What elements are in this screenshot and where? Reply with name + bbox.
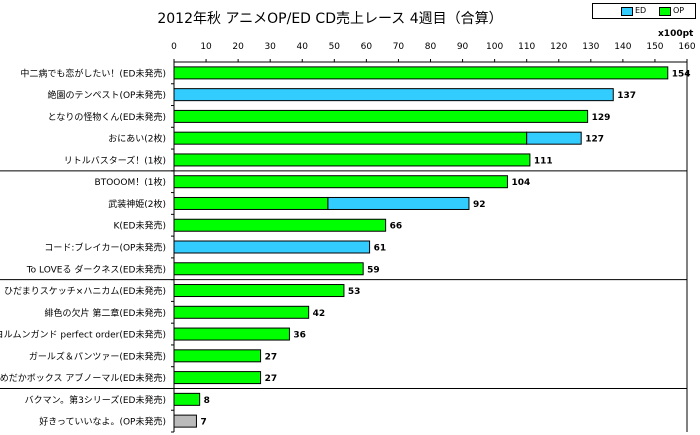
bar-ed xyxy=(173,88,614,102)
x-tick-label: 130 xyxy=(582,42,599,52)
bar-op xyxy=(173,153,531,167)
legend-swatch-ed xyxy=(621,7,633,16)
data-label: 111 xyxy=(534,156,553,166)
data-label: 129 xyxy=(592,113,611,123)
bar-op xyxy=(173,175,508,189)
category-label: ガールズ＆パンツァー(ED未発売) xyxy=(29,350,166,362)
data-label: 59 xyxy=(367,265,380,275)
x-tick-label: 0 xyxy=(171,42,177,52)
category-label: 絶園のテンペスト(OP未発売) xyxy=(47,89,166,101)
data-label: 127 xyxy=(585,135,604,145)
unit-label: x100pt xyxy=(658,29,694,39)
x-tick-label: 140 xyxy=(614,42,631,52)
x-tick-label: 20 xyxy=(232,42,244,52)
x-tick-label: 110 xyxy=(518,42,535,52)
bar-op xyxy=(173,284,345,298)
category-label: 武装神姫(2枚) xyxy=(108,198,166,210)
data-label: 92 xyxy=(473,200,486,210)
data-label: 53 xyxy=(348,287,361,297)
category-label: コード:ブレイカー(OP未発売) xyxy=(44,242,166,254)
data-label: 61 xyxy=(374,244,387,254)
data-label: 27 xyxy=(265,374,278,384)
bar-ed xyxy=(173,240,371,254)
category-label: リトルバスターズ！(1枚) xyxy=(64,154,166,166)
bar-op xyxy=(173,218,387,232)
x-tick-label: 30 xyxy=(264,42,276,52)
bar-op xyxy=(173,109,589,123)
category-label: ヨルムンガンド perfect order(ED未発売) xyxy=(0,329,166,341)
category-label: To LOVEる ダークネス(ED未発売) xyxy=(26,263,166,275)
x-tick-label: 40 xyxy=(297,42,309,52)
data-label: 154 xyxy=(672,69,691,79)
category-label: ひだまりスケッチ×ハニカム(ED未発売) xyxy=(4,285,166,297)
bar-ed xyxy=(526,131,582,145)
x-tick-label: 150 xyxy=(646,42,663,52)
bar-op xyxy=(173,305,310,319)
category-label: 緋色の欠片 第二章(ED未発売) xyxy=(44,307,166,319)
data-label: 104 xyxy=(511,178,530,188)
category-label: BTOOOM！(1枚) xyxy=(95,176,166,188)
data-label: 36 xyxy=(293,331,306,341)
data-label: 7 xyxy=(200,418,206,428)
legend-swatch-op xyxy=(659,7,671,16)
category-label: 好きっていいなよ。(OP未発売) xyxy=(39,416,166,428)
x-tick-label: 80 xyxy=(425,42,437,52)
bar-op xyxy=(173,131,528,145)
bar-op xyxy=(173,66,669,80)
data-label: 27 xyxy=(265,352,278,362)
x-tick-label: 50 xyxy=(329,42,341,52)
bar-op xyxy=(173,262,364,276)
category-label: おにあい(2枚) xyxy=(108,133,166,145)
bar-segment xyxy=(173,414,197,428)
x-tick-label: 100 xyxy=(486,42,503,52)
x-tick-label: 10 xyxy=(200,42,212,52)
x-tick-label: 90 xyxy=(457,42,469,52)
data-label: 8 xyxy=(204,396,210,406)
bar-op xyxy=(173,327,290,341)
x-tick-label: 70 xyxy=(393,42,405,52)
data-label: 42 xyxy=(313,309,326,319)
category-label: めだかボックス アブノーマル(ED未発売) xyxy=(0,372,166,384)
data-label: 66 xyxy=(390,222,403,232)
legend-label-op: OP xyxy=(673,6,685,15)
x-tick-label: 160 xyxy=(678,42,695,52)
x-tick-label: 120 xyxy=(550,42,567,52)
category-label: 中二病でも恋がしたい！(ED未発売) xyxy=(20,67,166,79)
data-label: 137 xyxy=(617,91,636,101)
bar-ed xyxy=(327,196,470,210)
category-label: K(ED未発売) xyxy=(113,220,166,232)
category-label: バクマン。第3シリーズ(ED未発売) xyxy=(25,394,166,406)
legend-label-ed: ED xyxy=(635,6,647,15)
x-tick-label: 60 xyxy=(361,42,373,52)
legend: ED OP xyxy=(592,3,696,19)
bar-op xyxy=(173,392,201,406)
bar-op xyxy=(173,349,262,363)
category-label: となりの怪物くん(ED未発売) xyxy=(48,111,166,123)
bar-op xyxy=(173,371,262,385)
chart-title: 2012年秋 アニメOP/ED CD売上レース 4週目（合算） xyxy=(157,11,503,27)
bar-op xyxy=(173,196,329,210)
